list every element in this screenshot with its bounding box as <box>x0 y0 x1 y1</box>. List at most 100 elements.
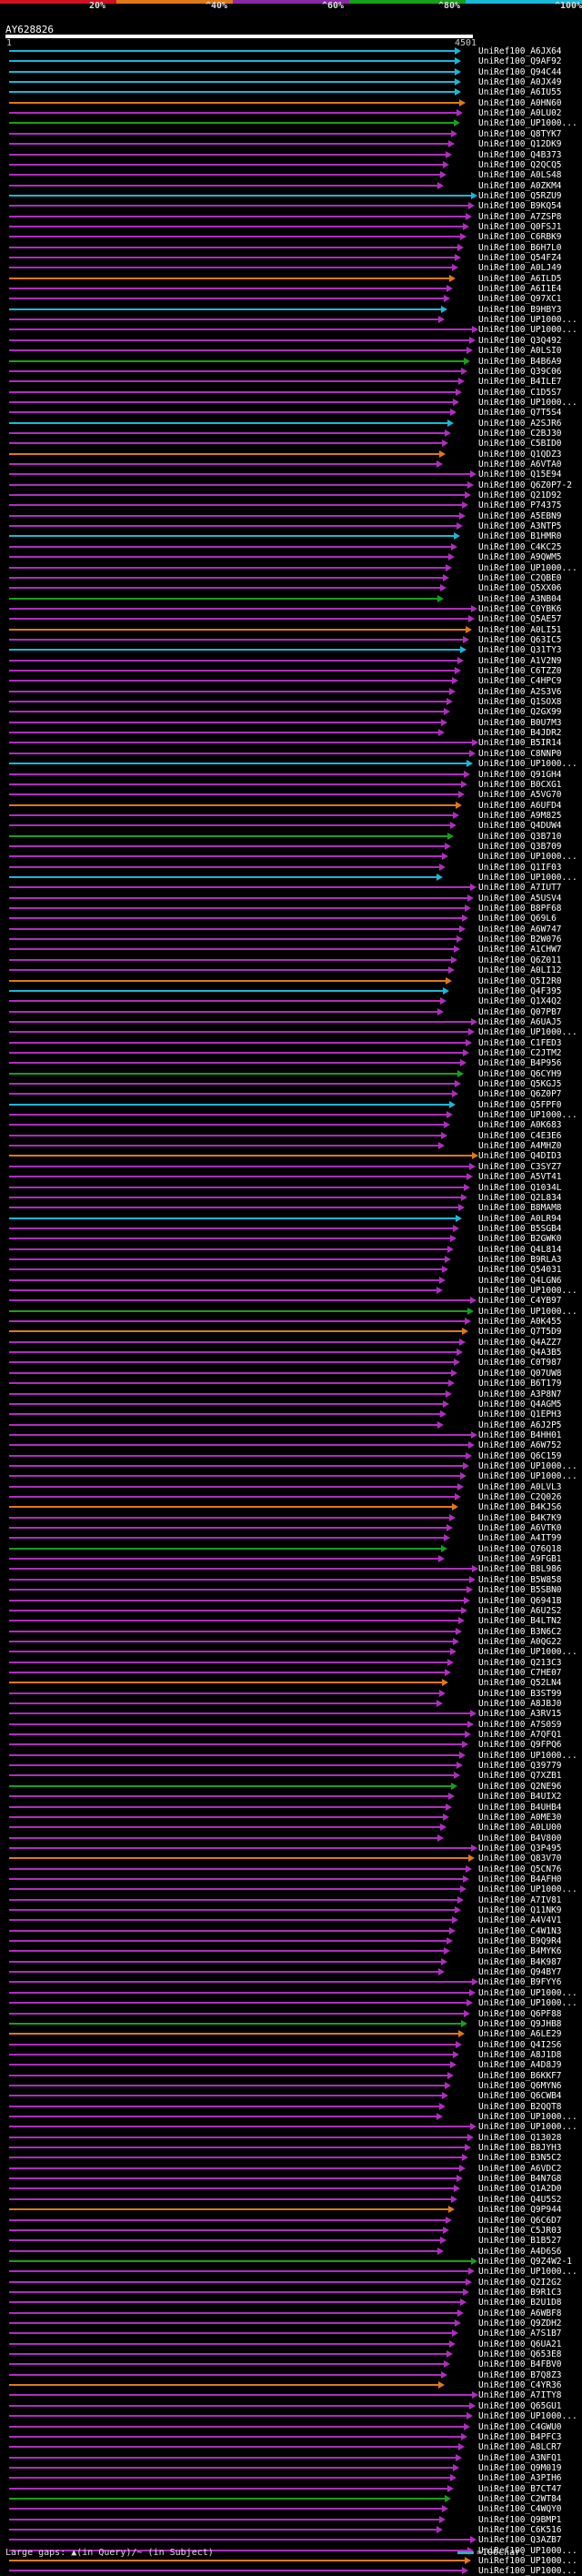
hit-accession-link[interactable]: UniRef100_B4UIX2 <box>478 1792 562 1803</box>
hit-accession-link[interactable]: UniRef100_Q13028 <box>478 2132 562 2143</box>
hit-accession-link[interactable]: UniRef100_Q4AGM5 <box>478 1399 562 1409</box>
hit-accession-link[interactable]: UniRef100_Q0FSJ1 <box>478 221 562 232</box>
hit-accession-link[interactable]: UniRef100_A5VG70 <box>478 790 562 801</box>
hit-accession-link[interactable]: UniRef100_Q91GH4 <box>478 769 562 780</box>
hit-accession-link[interactable]: UniRef100_Q3AZB7 <box>478 2535 562 2546</box>
hit-accession-link[interactable]: UniRef100_Q5RZU9 <box>478 190 562 201</box>
hit-accession-link[interactable]: UniRef100_B8PF68 <box>478 904 562 914</box>
hit-accession-link[interactable]: UniRef100_A0QG22 <box>478 1636 562 1647</box>
hit-accession-link[interactable]: UniRef100_Q6Z0P7-2 <box>478 480 572 490</box>
hit-accession-link[interactable]: UniRef100_A2S3V6 <box>478 686 562 697</box>
hit-accession-link[interactable]: UniRef100_B4K987 <box>478 1956 562 1967</box>
hit-accession-link[interactable]: UniRef100_Q9AF92 <box>478 56 562 67</box>
hit-accession-link[interactable]: UniRef100_C2Q026 <box>478 1492 562 1502</box>
hit-accession-link[interactable]: UniRef100_Q2L834 <box>478 1192 562 1203</box>
hit-accession-link[interactable]: UniRef100_B2U1D8 <box>478 2298 562 2308</box>
hit-accession-link[interactable]: UniRef100_Q4F395 <box>478 985 562 996</box>
hit-accession-link[interactable]: UniRef100_Q6C6D7 <box>478 2215 562 2226</box>
hit-accession-link[interactable]: UniRef100_B4P956 <box>478 1058 562 1069</box>
hit-accession-link[interactable]: UniRef100_Q69L6 <box>478 914 557 924</box>
hit-accession-link[interactable]: UniRef100_Q12DK9 <box>478 139 562 150</box>
hit-accession-link[interactable]: UniRef100_Q3B709 <box>478 841 562 852</box>
hit-accession-link[interactable]: UniRef100_A7IUT7 <box>478 883 562 894</box>
hit-accession-link[interactable]: UniRef100_A0LU00 <box>478 1823 562 1834</box>
hit-accession-link[interactable]: UniRef100_B1HMR0 <box>478 531 562 542</box>
hit-accession-link[interactable]: UniRef100_A6I1E4 <box>478 284 562 295</box>
hit-accession-link[interactable]: UniRef100_Q65GU1 <box>478 2400 562 2411</box>
hit-accession-link[interactable]: UniRef100_A6U2S2 <box>478 1605 562 1616</box>
hit-accession-link[interactable]: UniRef100_A7QFQ1 <box>478 1730 562 1741</box>
hit-accession-link[interactable]: UniRef100_C4GWU0 <box>478 2421 562 2432</box>
hit-accession-link[interactable]: UniRef100_A6J2P5 <box>478 1419 562 1430</box>
hit-accession-link[interactable]: UniRef100_A3NFQ1 <box>478 2452 562 2463</box>
hit-accession-link[interactable]: UniRef100_B0U7M3 <box>478 717 562 728</box>
hit-accession-link[interactable]: UniRef100_B6H7L0 <box>478 242 562 253</box>
hit-accession-link[interactable]: UniRef100_UP1000... <box>478 2411 577 2422</box>
hit-accession-link[interactable]: UniRef100_B3N5C2 <box>478 2153 562 2164</box>
hit-accession-link[interactable]: UniRef100_A6ILD5 <box>478 273 562 284</box>
hit-accession-link[interactable]: UniRef100_Q76Q18 <box>478 1543 562 1554</box>
hit-accession-link[interactable]: UniRef100_UP1000... <box>478 1750 577 1761</box>
hit-accession-link[interactable]: UniRef100_Q4I2S6 <box>478 2039 562 2050</box>
hit-accession-link[interactable]: UniRef100_A0LJ49 <box>478 263 562 274</box>
hit-accession-link[interactable]: UniRef100_A3RV15 <box>478 1709 562 1720</box>
hit-accession-link[interactable]: UniRef100_A4IT99 <box>478 1533 562 1544</box>
hit-accession-link[interactable]: UniRef100_Q9P944 <box>478 2205 562 2216</box>
hit-accession-link[interactable]: UniRef100_A1CHW7 <box>478 945 562 955</box>
hit-accession-link[interactable]: UniRef100_C6TZZ0 <box>478 666 562 676</box>
hit-accession-link[interactable]: UniRef100_Q6Z011 <box>478 955 562 965</box>
hit-accession-link[interactable]: UniRef100_Q52LN4 <box>478 1678 562 1689</box>
hit-accession-link[interactable]: UniRef100_UP1000... <box>478 1998 577 2009</box>
hit-accession-link[interactable]: UniRef100_B4PFC3 <box>478 2431 562 2442</box>
hit-accession-link[interactable]: UniRef100_UP1000... <box>478 2267 577 2278</box>
hit-accession-link[interactable]: UniRef100_B5W858 <box>478 1574 562 1585</box>
hit-accession-link[interactable]: UniRef100_C6RBK9 <box>478 232 562 243</box>
hit-accession-link[interactable]: UniRef100_UP1000... <box>478 1987 577 1998</box>
hit-accession-link[interactable]: UniRef100_A7IV81 <box>478 1894 562 1905</box>
hit-accession-link[interactable]: UniRef100_UP1000... <box>478 1027 577 1038</box>
hit-accession-link[interactable]: UniRef100_B9RLA3 <box>478 1254 562 1265</box>
hit-accession-link[interactable]: UniRef100_UP1000... <box>478 852 577 863</box>
hit-accession-link[interactable]: UniRef100_Q6CWB4 <box>478 2091 562 2102</box>
hit-accession-link[interactable]: UniRef100_Q5CN76 <box>478 1864 562 1874</box>
hit-accession-link[interactable]: UniRef100_C0YBK6 <box>478 603 562 614</box>
hit-accession-link[interactable]: UniRef100_Q1A2D0 <box>478 2184 562 2195</box>
hit-accession-link[interactable]: UniRef100_B2GWK0 <box>478 1234 562 1245</box>
hit-accession-link[interactable]: UniRef100_Q54FZ4 <box>478 253 562 263</box>
hit-accession-link[interactable]: UniRef100_C2WT84 <box>478 2493 562 2504</box>
hit-accession-link[interactable]: UniRef100_A0ZKM4 <box>478 180 562 191</box>
hit-accession-link[interactable]: UniRef100_B4V800 <box>478 1833 562 1844</box>
hit-accession-link[interactable]: UniRef100_Q6PF88 <box>478 2008 562 2019</box>
hit-accession-link[interactable]: UniRef100_Q4AZZ7 <box>478 1337 562 1348</box>
hit-accession-link[interactable]: UniRef100_Q7T5S4 <box>478 408 562 419</box>
hit-accession-link[interactable]: UniRef100_B9R1C3 <box>478 2287 562 2298</box>
hit-accession-link[interactable]: UniRef100_B4N7G8 <box>478 2174 562 2185</box>
hit-accession-link[interactable]: UniRef100_A6WBF8 <box>478 2308 562 2318</box>
hit-accession-link[interactable]: UniRef100_UP1000... <box>478 1471 577 1482</box>
hit-accession-link[interactable]: UniRef100_Q9FPQ6 <box>478 1740 562 1751</box>
hit-accession-link[interactable]: UniRef100_Q07PB7 <box>478 1006 562 1017</box>
hit-accession-link[interactable]: UniRef100_C6K516 <box>478 2525 562 2535</box>
hit-accession-link[interactable]: UniRef100_A4V4V1 <box>478 1915 562 1926</box>
hit-accession-link[interactable]: UniRef100_A1V2N9 <box>478 655 562 666</box>
hit-accession-link[interactable]: UniRef100_Q83V70 <box>478 1854 562 1864</box>
hit-accession-link[interactable]: UniRef100_B2W076 <box>478 934 562 945</box>
hit-accession-link[interactable]: UniRef100_A6W747 <box>478 924 562 934</box>
hit-accession-link[interactable]: UniRef100_A6VTA0 <box>478 460 562 470</box>
hit-accession-link[interactable]: UniRef100_A0K683 <box>478 1120 562 1131</box>
hit-accession-link[interactable]: UniRef100_Q653E8 <box>478 2349 562 2360</box>
hit-accession-link[interactable]: UniRef100_A3P8N7 <box>478 1389 562 1399</box>
hit-accession-link[interactable]: UniRef100_UP1000... <box>478 562 577 573</box>
hit-accession-link[interactable]: UniRef100_B3ST99 <box>478 1688 562 1699</box>
hit-accession-link[interactable]: UniRef100_C2JTM2 <box>478 1047 562 1058</box>
hit-accession-link[interactable]: UniRef100_B8JYH3 <box>478 2143 562 2154</box>
hit-accession-link[interactable]: UniRef100_A2SJR6 <box>478 418 562 429</box>
hit-accession-link[interactable]: UniRef100_UP1000... <box>478 1460 577 1471</box>
hit-accession-link[interactable]: UniRef100_C2BJ30 <box>478 428 562 439</box>
hit-accession-link[interactable]: UniRef100_Q11NK9 <box>478 1905 562 1915</box>
hit-accession-link[interactable]: UniRef100_Q5I2R0 <box>478 975 562 986</box>
hit-accession-link[interactable]: UniRef100_B4LTN2 <box>478 1616 562 1627</box>
hit-accession-link[interactable]: UniRef100_B4KJS6 <box>478 1502 562 1513</box>
hit-accession-link[interactable]: UniRef100_Q94C44 <box>478 66 562 77</box>
hit-accession-link[interactable]: UniRef100_C5BID0 <box>478 439 562 450</box>
